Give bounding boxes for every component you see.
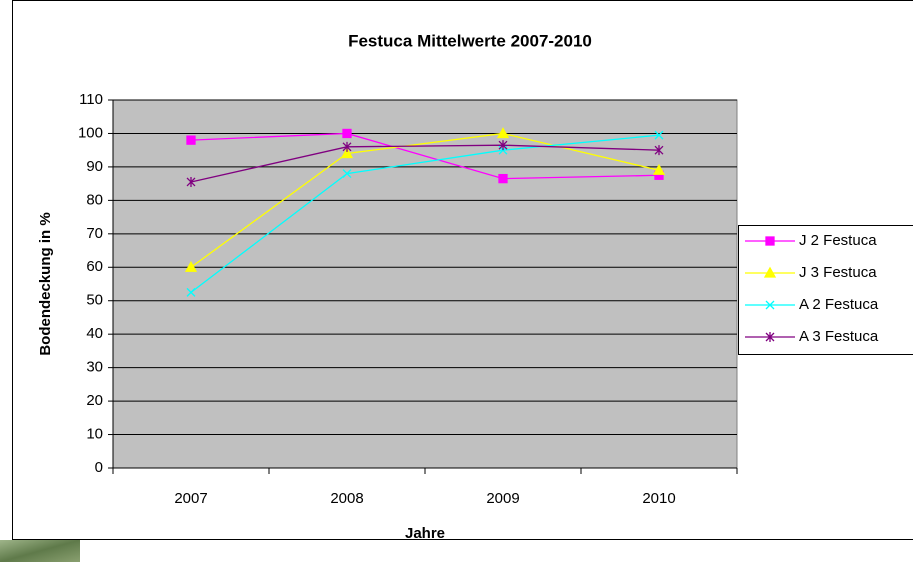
legend-label: A 3 Festuca: [799, 328, 879, 345]
x-tick-label: 2008: [330, 490, 363, 507]
x-axis-label: Jahre: [405, 525, 445, 542]
legend-label: J 2 Festuca: [799, 232, 877, 249]
plot-area: [113, 100, 737, 468]
photo-fragment: [0, 540, 80, 562]
y-tick-label: 80: [86, 191, 103, 208]
x-tick-label: 2010: [642, 490, 675, 507]
legend-label: J 3 Festuca: [799, 264, 877, 281]
y-tick-label: 30: [86, 359, 103, 376]
y-tick-label: 100: [78, 124, 103, 141]
y-tick-label: 10: [86, 426, 103, 443]
data-point: [343, 129, 351, 137]
y-tick-label: 60: [86, 258, 103, 275]
y-axis-label: Bodendeckung in %: [37, 212, 54, 355]
y-tick-label: 0: [95, 459, 103, 476]
y-tick-label: 50: [86, 292, 103, 309]
data-point: [499, 175, 507, 183]
y-tick-label: 40: [86, 325, 103, 342]
chart-title: Festuca Mittelwerte 2007-2010: [348, 31, 592, 50]
y-tick-label: 20: [86, 392, 103, 409]
y-tick-label: 70: [86, 225, 103, 242]
data-point: [187, 136, 195, 144]
y-tick-label: 90: [86, 158, 103, 175]
legend-marker: [766, 237, 774, 245]
x-tick-label: 2009: [486, 490, 519, 507]
legend-label: A 2 Festuca: [799, 296, 879, 313]
x-tick-label: 2007: [174, 490, 207, 507]
y-tick-label: 110: [79, 91, 103, 108]
